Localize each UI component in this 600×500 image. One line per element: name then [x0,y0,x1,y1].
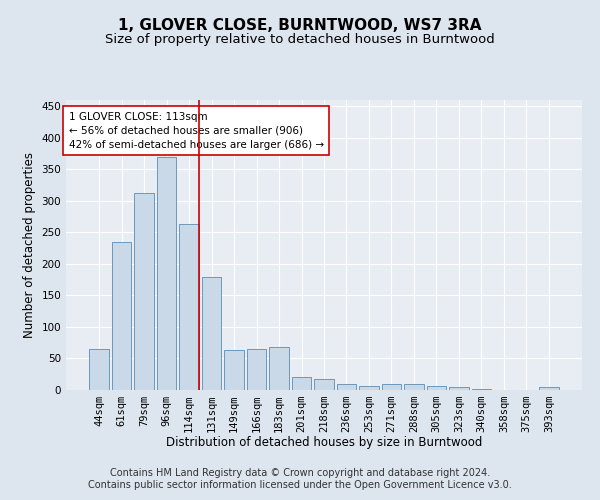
Bar [224,350,244,390]
Bar [539,388,559,390]
Bar [134,194,154,390]
Bar [269,347,289,390]
Bar [427,386,446,390]
Bar [179,224,199,390]
Text: Size of property relative to detached houses in Burntwood: Size of property relative to detached ho… [105,32,495,46]
Text: 1 GLOVER CLOSE: 113sqm
← 56% of detached houses are smaller (906)
42% of semi-de: 1 GLOVER CLOSE: 113sqm ← 56% of detached… [68,112,324,150]
Bar [247,349,266,390]
Bar [292,378,311,390]
Bar [202,276,221,390]
Bar [112,242,131,390]
Text: Contains public sector information licensed under the Open Government Licence v3: Contains public sector information licen… [88,480,512,490]
Text: Contains HM Land Registry data © Crown copyright and database right 2024.: Contains HM Land Registry data © Crown c… [110,468,490,477]
Bar [314,378,334,390]
Bar [89,349,109,390]
Text: Distribution of detached houses by size in Burntwood: Distribution of detached houses by size … [166,436,482,449]
Y-axis label: Number of detached properties: Number of detached properties [23,152,36,338]
Bar [449,388,469,390]
Bar [382,384,401,390]
Bar [157,156,176,390]
Bar [359,386,379,390]
Bar [404,384,424,390]
Text: 1, GLOVER CLOSE, BURNTWOOD, WS7 3RA: 1, GLOVER CLOSE, BURNTWOOD, WS7 3RA [118,18,482,32]
Bar [337,384,356,390]
